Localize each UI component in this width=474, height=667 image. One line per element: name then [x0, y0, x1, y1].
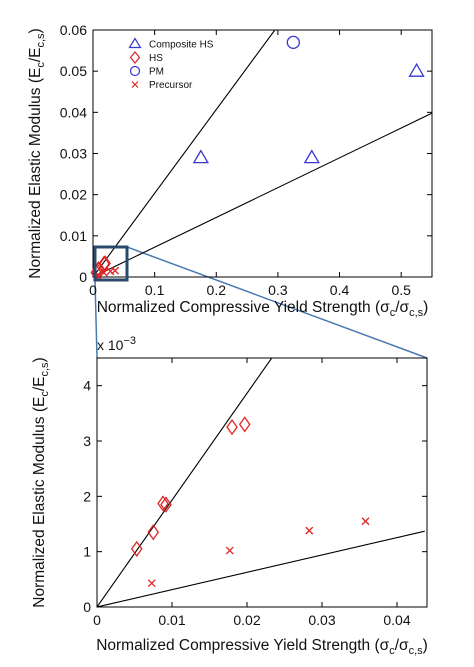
diamond-marker — [160, 496, 172, 513]
x-tick-label: 0 — [93, 612, 101, 628]
zoom-connector — [94, 279, 98, 359]
x-axis-label-part: /σ — [395, 299, 409, 316]
y-tick-label: 1 — [83, 544, 91, 560]
cross-marker — [305, 526, 314, 535]
reference-line — [97, 358, 273, 607]
x-axis-label-part: Normalized Compressive Yield Strength (σ — [96, 637, 389, 654]
legend-label: PM — [149, 67, 164, 78]
x-tick-label: 0 — [89, 282, 97, 298]
zoom-connector — [126, 246, 428, 359]
x-axis-label-part: c — [389, 645, 395, 657]
y-tick-label: 3 — [83, 433, 91, 449]
y-tick-label: 2 — [83, 488, 91, 504]
cross-marker — [111, 266, 120, 275]
reference-line — [93, 112, 432, 277]
y-tick-label: 0 — [79, 269, 87, 285]
x-tick-label: 0.01 — [158, 612, 185, 628]
x-tick-label: 0.5 — [391, 282, 411, 298]
y-tick-label: 0 — [83, 599, 91, 615]
legend-marker — [129, 51, 141, 64]
triangle-marker — [303, 149, 320, 164]
scale-label-part: x 10 — [97, 337, 124, 353]
diamond-marker — [157, 495, 169, 512]
reference-lines — [93, 30, 432, 277]
y-axis-label-part: /E — [31, 377, 48, 392]
scale-label-part: −3 — [123, 335, 136, 347]
circle-marker — [286, 35, 300, 49]
cross-marker — [99, 268, 108, 277]
x-axis-label-part: Normalized Compressive Yield Strength (σ — [97, 299, 390, 316]
y-tick-label: 0.05 — [60, 63, 87, 79]
y-axis-label-part: ) — [27, 28, 44, 33]
legend-marker — [131, 81, 139, 88]
x-axis-label-part: c,s — [409, 307, 424, 319]
x-tick-label: 0.04 — [383, 612, 410, 628]
diamond-marker — [238, 416, 251, 433]
x-axis-label-part: c,s — [409, 645, 424, 657]
diamond-marker — [98, 255, 110, 272]
y-axis-label-part: Normalized Elastic Modulus (E — [31, 397, 48, 608]
x-axis-label-part: c — [390, 307, 396, 319]
y-axis-label-part: ) — [31, 357, 48, 362]
y-tick-label: 0.01 — [60, 228, 87, 244]
y-axis-label-part: c,s — [35, 33, 47, 48]
zoom-box — [93, 245, 129, 282]
y-axis-label-part: Normalized Elastic Modulus (E — [27, 68, 44, 279]
cross-marker — [147, 579, 156, 588]
x-tick-label: 0.2 — [207, 282, 227, 298]
x-axis-label: Normalized Compressive Yield Strength (σ… — [96, 637, 428, 657]
diamond-marker — [130, 540, 143, 558]
x-tick-label: 0.3 — [268, 282, 288, 298]
y-axis-label-part: c — [39, 391, 51, 397]
legend-marker — [129, 65, 141, 77]
x-axis-label-part: /σ — [395, 637, 409, 654]
x-axis-label-part: ) — [423, 637, 428, 654]
legend-marker — [128, 37, 142, 49]
legend-label: HS — [149, 53, 163, 64]
x-tick-label: 0.02 — [233, 612, 260, 628]
x-axis-label: Normalized Compressive Yield Strength (σ… — [97, 299, 429, 319]
x-axis-label-part: ) — [423, 299, 428, 316]
y-tick-label: 0.04 — [60, 104, 87, 120]
y-axis-label-part: /E — [27, 48, 44, 63]
diamond-marker — [99, 255, 111, 272]
triangle-marker — [408, 62, 425, 77]
cross-marker — [361, 517, 370, 526]
cross-marker — [225, 546, 234, 555]
scale-label: x 10−3 — [97, 335, 136, 353]
y-tick-label: 0.02 — [60, 187, 87, 203]
y-tick-label: 0.06 — [60, 22, 87, 38]
plot-area — [96, 357, 428, 608]
y-axis-label: Normalized Elastic Modulus (Ec/Ec,s) — [31, 357, 51, 607]
y-axis-label-part: c — [35, 62, 47, 68]
y-axis-label-part: c,s — [39, 362, 51, 377]
reference-line — [97, 530, 425, 607]
reference-line — [93, 30, 276, 277]
y-tick-label: 4 — [83, 378, 91, 394]
x-tick-label: 0.4 — [330, 282, 350, 298]
x-tick-label: 0.1 — [145, 282, 165, 298]
diamond-marker — [226, 419, 238, 436]
triangle-marker — [192, 149, 209, 164]
plot-area — [92, 29, 433, 278]
reference-lines — [97, 358, 425, 607]
y-tick-label: 0.03 — [60, 146, 87, 162]
legend-label: Composite HS — [149, 40, 214, 51]
x-tick-label: 0.03 — [308, 612, 335, 628]
y-axis-label: Normalized Elastic Modulus (Ec/Ec,s) — [27, 28, 47, 278]
diamond-marker — [147, 524, 160, 541]
legend-label: Precursor — [149, 80, 193, 91]
